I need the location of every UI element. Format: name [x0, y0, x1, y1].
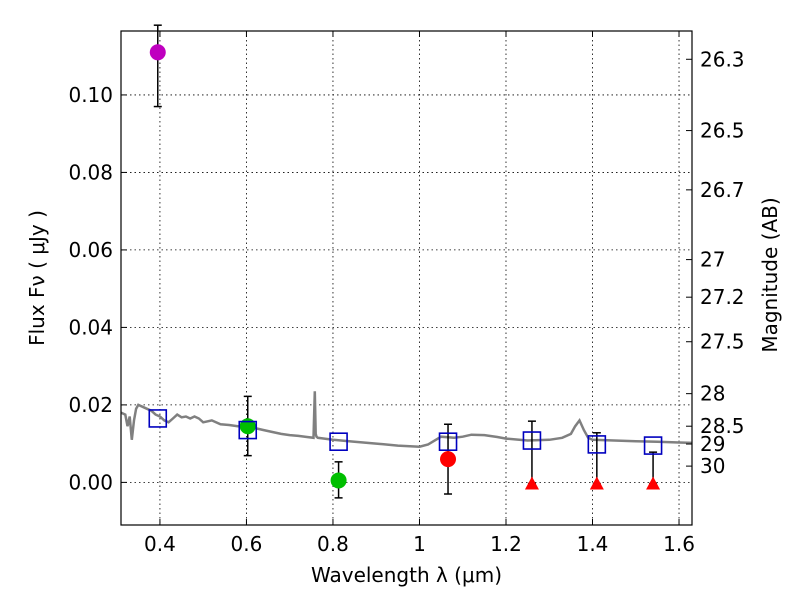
model-sed-line	[120, 391, 693, 448]
axis-labels: Wavelength λ (μm) Flux Fν ( μJy ) Magnit…	[25, 197, 782, 587]
y2-axis-label: Magnitude (AB)	[758, 197, 782, 352]
x-tick-label: 0.4	[144, 532, 176, 556]
data-point-circle	[330, 472, 347, 489]
y2-tick-label: 29	[700, 432, 725, 456]
model-point-square	[238, 420, 258, 440]
grid	[121, 31, 692, 525]
y-tick-label: 0.06	[68, 238, 113, 262]
y2-tick-label: 26.7	[700, 178, 745, 202]
model-curve-layer	[120, 391, 693, 448]
model-point-square	[438, 432, 458, 451]
y-axis-label: Flux Fν ( μJy )	[25, 210, 49, 346]
y2-tick-label: 28.5	[700, 414, 745, 438]
data-markers	[148, 44, 663, 490]
upper-limit-triangle	[524, 476, 539, 490]
plot-frame	[120, 30, 693, 526]
y2-tick-label: 27.5	[700, 330, 745, 354]
x-tick-label: 1.2	[490, 532, 522, 556]
y-tick-label: 0.02	[68, 393, 113, 417]
x-tick-label: 1	[413, 532, 426, 556]
data-point-circle	[239, 418, 256, 435]
y2-tick-label: 26.5	[700, 119, 745, 143]
model-point-square	[329, 432, 348, 451]
y-tick-label: 0.04	[68, 315, 113, 339]
model-point-square	[148, 409, 168, 428]
y2-tick-label: 28	[700, 382, 725, 406]
model-point-square	[587, 435, 607, 454]
y-tick-label: 0.08	[68, 160, 113, 184]
x-tick-label: 1.4	[577, 532, 609, 556]
y-tick-label: 0.10	[68, 83, 113, 107]
model-point-square	[522, 431, 542, 450]
y2-tick-label: 27	[700, 248, 725, 272]
x-axis-label: Wavelength λ (μm)	[311, 563, 502, 587]
x-tick-label: 0.8	[317, 532, 349, 556]
x-tick-label: 1.6	[663, 532, 695, 556]
data-point-circle	[440, 451, 457, 468]
y2-tick-label: 30	[700, 454, 725, 478]
y-tick-label: 0.00	[68, 470, 113, 494]
axis-ticks: 0.4 0.6 0.8 1 1.2 1.4 1.6 0.00 0.02 0.04 0.06 0.08 0…	[68, 31, 745, 556]
y2-tick-label: 27.2	[700, 285, 745, 309]
x-tick-label: 0.6	[231, 532, 263, 556]
model-point-square	[643, 436, 663, 455]
upper-limit-triangle	[646, 476, 661, 490]
data-point-circle	[149, 44, 166, 61]
y2-tick-label: 26.3	[700, 47, 745, 71]
upper-limit-triangle	[589, 476, 604, 490]
